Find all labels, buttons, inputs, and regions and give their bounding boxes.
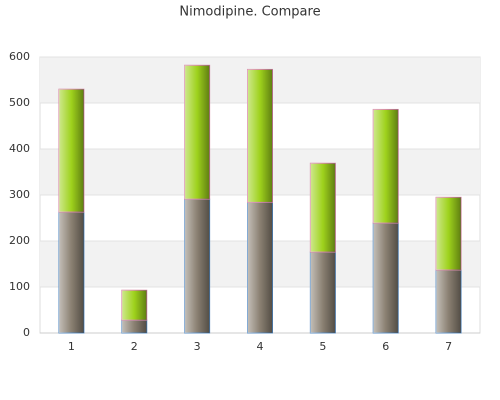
bar-shade bbox=[121, 290, 147, 321]
y-tick-label: 400 bbox=[9, 142, 30, 155]
bar-shade bbox=[373, 223, 399, 333]
x-tick-label: 2 bbox=[131, 340, 138, 353]
bar-shade bbox=[247, 69, 273, 203]
bar-shade bbox=[184, 199, 210, 333]
bar-shade bbox=[436, 269, 462, 333]
y-tick-label: 100 bbox=[9, 280, 30, 293]
y-tick-label: 500 bbox=[9, 96, 30, 109]
y-tick-label: 600 bbox=[9, 50, 30, 63]
bar-shade bbox=[121, 320, 147, 333]
y-tick-label: 0 bbox=[23, 326, 30, 339]
bar-shade bbox=[247, 202, 273, 333]
y-tick-label: 200 bbox=[9, 234, 30, 247]
x-tick-label: 7 bbox=[445, 340, 452, 353]
bar-shade bbox=[310, 163, 336, 253]
bar-shade bbox=[436, 197, 462, 270]
bar-shade bbox=[58, 89, 84, 213]
bar-shade bbox=[310, 252, 336, 333]
chart-title: Nimodipine. Compare bbox=[179, 5, 320, 20]
y-tick-label: 300 bbox=[9, 188, 30, 201]
x-tick-label: 3 bbox=[194, 340, 201, 353]
x-tick-label: 6 bbox=[382, 340, 389, 353]
bar-shade bbox=[58, 212, 84, 333]
x-tick-label: 1 bbox=[68, 340, 75, 353]
bar-shade bbox=[184, 65, 210, 200]
bar-shade bbox=[373, 109, 399, 224]
x-tick-label: 4 bbox=[257, 340, 264, 353]
x-tick-label: 5 bbox=[319, 340, 326, 353]
